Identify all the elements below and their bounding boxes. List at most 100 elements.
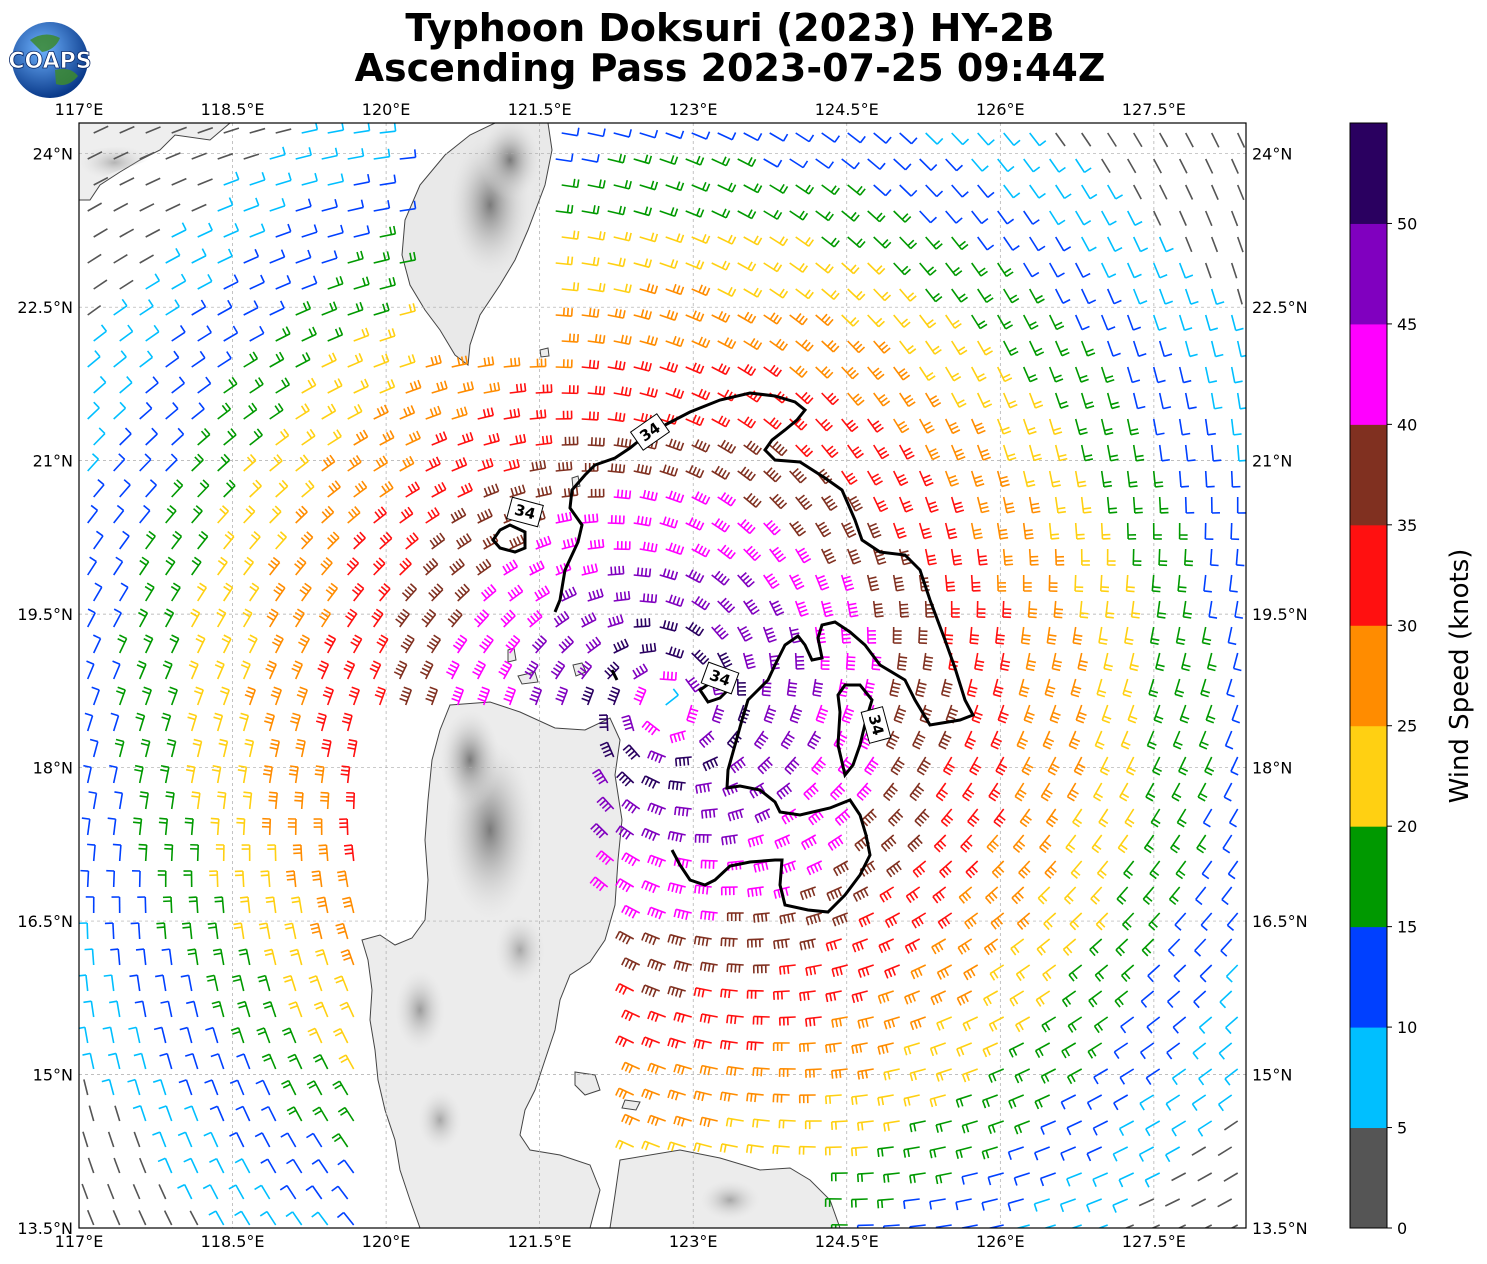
wind-barb — [217, 248, 233, 264]
wind-barb — [1152, 418, 1165, 436]
wind-barb — [401, 583, 417, 602]
wind-barb — [298, 634, 310, 654]
wind-barb — [239, 712, 250, 732]
wind-barb — [171, 530, 183, 550]
wind-barb — [945, 262, 963, 277]
wind-barb — [244, 738, 255, 758]
wind-barb — [1044, 678, 1056, 698]
wind-barb — [846, 495, 863, 512]
wind-barb — [717, 132, 737, 141]
wind-barb — [1236, 496, 1246, 514]
wind-barb — [1149, 626, 1160, 646]
wind-barb — [249, 223, 266, 238]
colorbar-tick-label: 25 — [1397, 717, 1417, 736]
wind-barb — [265, 660, 277, 680]
colorbar-tick-label: 10 — [1397, 1018, 1417, 1037]
lat-tick-label-right: 24°N — [1252, 145, 1292, 164]
wind-barb — [780, 730, 795, 750]
wind-barb — [93, 427, 106, 446]
wind-barb — [1051, 652, 1062, 672]
wind-barb — [613, 129, 632, 138]
wind-barb — [139, 151, 155, 160]
wind-barb — [1028, 340, 1045, 357]
wind-barb — [587, 231, 606, 241]
wind-barb — [613, 541, 631, 551]
wind-barb — [275, 275, 292, 290]
wind-barb — [1075, 210, 1092, 226]
wind-barb — [223, 127, 240, 134]
wind-barb — [899, 392, 916, 408]
wind-barb — [691, 649, 710, 665]
wind-barb — [243, 453, 257, 472]
wind-barb — [768, 600, 785, 617]
wind-barb — [191, 299, 207, 316]
wind-barb — [451, 686, 465, 706]
wind-barb — [1002, 600, 1012, 619]
wind-barb — [341, 712, 353, 732]
wind-barb — [1048, 314, 1065, 331]
wind-barb — [269, 249, 286, 264]
wind-barb — [295, 403, 310, 420]
wind-barb — [113, 350, 127, 368]
lon-tick-label-top: 126°E — [976, 100, 1025, 119]
wind-barb — [1204, 314, 1219, 332]
wind-barb — [691, 596, 711, 611]
wind-barb — [1178, 158, 1188, 174]
wind-barb — [422, 557, 439, 576]
wind-barb — [477, 508, 493, 524]
wind-barb — [613, 489, 632, 500]
wind-barb — [970, 574, 981, 592]
wind-barb — [1074, 574, 1084, 593]
wind-barb — [145, 427, 158, 446]
wind-barb — [918, 626, 928, 645]
lat-tick-label-left: 16.5°N — [17, 912, 73, 931]
wind-barb — [1100, 314, 1116, 331]
wind-barb — [1231, 704, 1241, 724]
coaps-logo: COAPS — [8, 22, 92, 98]
wind-barb — [345, 608, 358, 628]
wind-barb — [93, 582, 103, 602]
wind-barb — [873, 288, 892, 302]
wind-barb — [191, 350, 206, 368]
wind-barb — [169, 634, 180, 654]
wind-barb — [1184, 392, 1197, 410]
wind-barb — [275, 531, 287, 550]
wind-barb — [502, 559, 519, 576]
wind-barb — [1178, 210, 1187, 226]
wind-barb — [269, 146, 286, 160]
wind-barb — [633, 686, 647, 706]
wind-barb — [168, 686, 178, 706]
wind-barb — [846, 548, 862, 565]
wind-barb — [1178, 366, 1192, 384]
wind-barb — [841, 262, 860, 275]
wind-barb — [243, 556, 255, 576]
wind-barb — [529, 409, 547, 420]
wind-barb — [840, 522, 857, 539]
wind-barb — [1106, 496, 1118, 514]
wind-barb — [373, 506, 387, 524]
wind-barb — [84, 712, 94, 732]
wind-barb — [1210, 392, 1223, 410]
wind-barb — [1126, 522, 1137, 540]
wind-barb — [924, 496, 939, 513]
wind-barb — [1226, 678, 1235, 698]
wind-barb — [893, 262, 911, 276]
wind-barb — [872, 600, 884, 618]
wind-barb — [301, 172, 318, 186]
wind-barb — [243, 153, 260, 160]
wind-barb — [1158, 496, 1169, 514]
wind-barb — [191, 402, 205, 420]
wind-barb — [1158, 236, 1174, 253]
wind-barb — [945, 314, 962, 329]
wind-barb — [87, 453, 100, 472]
wind-barb — [892, 470, 909, 487]
wind-barb — [1132, 236, 1149, 253]
lat-tick-label-right: 13.5°N — [1252, 1219, 1308, 1238]
wind-barb — [399, 354, 416, 368]
wind-barb — [89, 738, 99, 758]
wind-barb — [1184, 496, 1195, 514]
wind-barb — [1002, 392, 1018, 409]
wind-barb — [1125, 574, 1135, 593]
wind-barb — [405, 532, 419, 550]
wind-barb — [1003, 288, 1020, 304]
